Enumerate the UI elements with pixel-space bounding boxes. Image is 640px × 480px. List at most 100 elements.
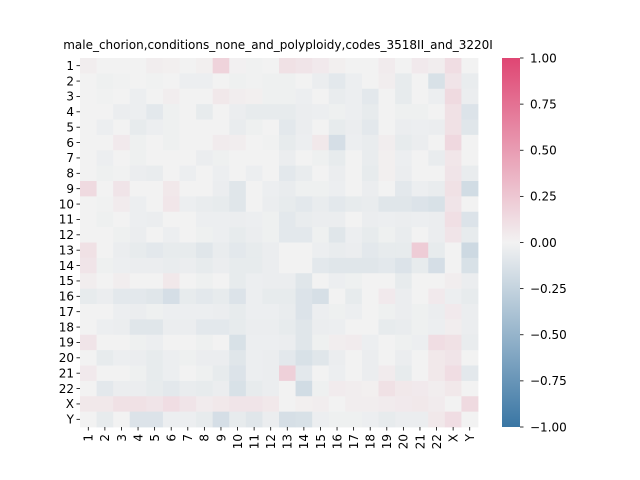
heatmap-cell bbox=[129, 211, 147, 228]
heatmap-cell bbox=[395, 350, 413, 366]
heatmap-cell bbox=[345, 334, 363, 351]
heatmap-cell bbox=[196, 119, 214, 136]
heatmap-cell bbox=[80, 334, 97, 351]
colorbar bbox=[502, 58, 520, 427]
heatmap-cell bbox=[411, 365, 429, 382]
heatmap-cell bbox=[428, 196, 446, 213]
heatmap-cell bbox=[162, 73, 180, 90]
heatmap-cell bbox=[328, 288, 346, 305]
heatmap-cell bbox=[129, 150, 147, 167]
heatmap-cell bbox=[113, 242, 131, 259]
x-tick-label: 18 bbox=[364, 434, 378, 449]
heatmap-cell bbox=[411, 273, 429, 290]
heatmap-cell bbox=[328, 119, 346, 136]
heatmap-cell bbox=[328, 257, 346, 274]
heatmap-cell bbox=[129, 396, 147, 413]
heatmap-cell bbox=[162, 88, 180, 105]
y-tick-label: 20 bbox=[59, 351, 74, 365]
heatmap-cell bbox=[96, 319, 114, 336]
heatmap-cell bbox=[361, 58, 379, 74]
heatmap-cell bbox=[80, 88, 97, 105]
heatmap-cell bbox=[146, 365, 164, 382]
colorbar-tick-label: −0.25 bbox=[530, 282, 567, 296]
x-tick-label: 4 bbox=[131, 434, 145, 442]
heatmap-cell bbox=[229, 411, 247, 428]
heatmap-cell bbox=[461, 73, 479, 90]
heatmap-cell bbox=[295, 58, 313, 74]
heatmap-cell bbox=[146, 104, 164, 120]
heatmap-cell bbox=[345, 304, 363, 320]
heatmap-cell bbox=[229, 288, 247, 305]
heatmap-cell bbox=[146, 196, 164, 213]
heatmap-cell bbox=[328, 134, 346, 151]
heatmap-cell bbox=[129, 304, 147, 320]
heatmap-cell bbox=[229, 211, 247, 228]
heatmap-cell bbox=[395, 273, 413, 290]
heatmap-cell bbox=[461, 273, 479, 290]
colorbar-tick-label: −0.50 bbox=[530, 328, 567, 342]
heatmap-cell bbox=[212, 319, 230, 336]
colorbar-tick-label: −1.00 bbox=[530, 420, 567, 434]
heatmap-cell bbox=[113, 365, 131, 382]
heatmap-cell bbox=[428, 396, 446, 413]
heatmap-cell bbox=[361, 73, 379, 90]
heatmap-cell bbox=[411, 304, 429, 320]
heatmap-cell bbox=[196, 257, 214, 274]
y-tick-label: 1 bbox=[66, 59, 74, 73]
heatmap-cell bbox=[129, 319, 147, 336]
heatmap-cell bbox=[96, 242, 114, 259]
heatmap-cell bbox=[279, 73, 296, 90]
heatmap-cell bbox=[80, 273, 97, 290]
heatmap-cell bbox=[212, 165, 230, 182]
heatmap-cell bbox=[411, 196, 429, 213]
y-tick-label: X bbox=[66, 397, 74, 411]
heatmap-cell bbox=[361, 304, 379, 320]
heatmap-cell bbox=[113, 58, 131, 74]
heatmap-cell bbox=[212, 273, 230, 290]
heatmap-cell bbox=[295, 181, 313, 197]
heatmap-cell bbox=[262, 396, 280, 413]
colorbar-tick-label: 0.00 bbox=[530, 236, 557, 250]
heatmap-cell bbox=[179, 288, 197, 305]
heatmap-cell bbox=[378, 273, 396, 290]
heatmap-cell bbox=[428, 134, 446, 151]
heatmap-cell bbox=[361, 227, 379, 243]
heatmap-cell bbox=[295, 257, 313, 274]
heatmap-cell bbox=[444, 181, 462, 197]
heatmap-cell bbox=[378, 181, 396, 197]
heatmap-cell bbox=[395, 181, 413, 197]
heatmap-cell bbox=[96, 165, 114, 182]
heatmap-cell bbox=[295, 88, 313, 105]
heatmap-cell bbox=[428, 319, 446, 336]
y-tick-label: 9 bbox=[66, 182, 74, 196]
heatmap-cell bbox=[395, 227, 413, 243]
heatmap-cell bbox=[411, 165, 429, 182]
heatmap-cell bbox=[146, 150, 164, 167]
heatmap-cell bbox=[146, 257, 164, 274]
heatmap-cell bbox=[295, 365, 313, 382]
heatmap-cell bbox=[378, 411, 396, 428]
heatmap-cell bbox=[262, 411, 280, 428]
heatmap-cell bbox=[361, 88, 379, 105]
heatmap-cell bbox=[262, 134, 280, 151]
heatmap-cell bbox=[411, 334, 429, 351]
heatmap-cell bbox=[212, 288, 230, 305]
heatmap-cell bbox=[229, 58, 247, 74]
heatmap-cell bbox=[146, 350, 164, 366]
heatmap-cell bbox=[328, 319, 346, 336]
heatmap-cell bbox=[245, 334, 263, 351]
heatmap-cell bbox=[179, 350, 197, 366]
heatmap-cell bbox=[162, 119, 180, 136]
heatmap-cell bbox=[312, 58, 330, 74]
heatmap-cell bbox=[461, 134, 479, 151]
heatmap-cell bbox=[411, 211, 429, 228]
heatmap-cell bbox=[312, 150, 330, 167]
heatmap-cell bbox=[96, 273, 114, 290]
heatmap-cell bbox=[411, 150, 429, 167]
heatmap-cell bbox=[229, 181, 247, 197]
heatmap-cell bbox=[411, 242, 429, 259]
heatmap-cell bbox=[428, 88, 446, 105]
heatmap-cell bbox=[80, 104, 97, 120]
heatmap-cell bbox=[295, 196, 313, 213]
